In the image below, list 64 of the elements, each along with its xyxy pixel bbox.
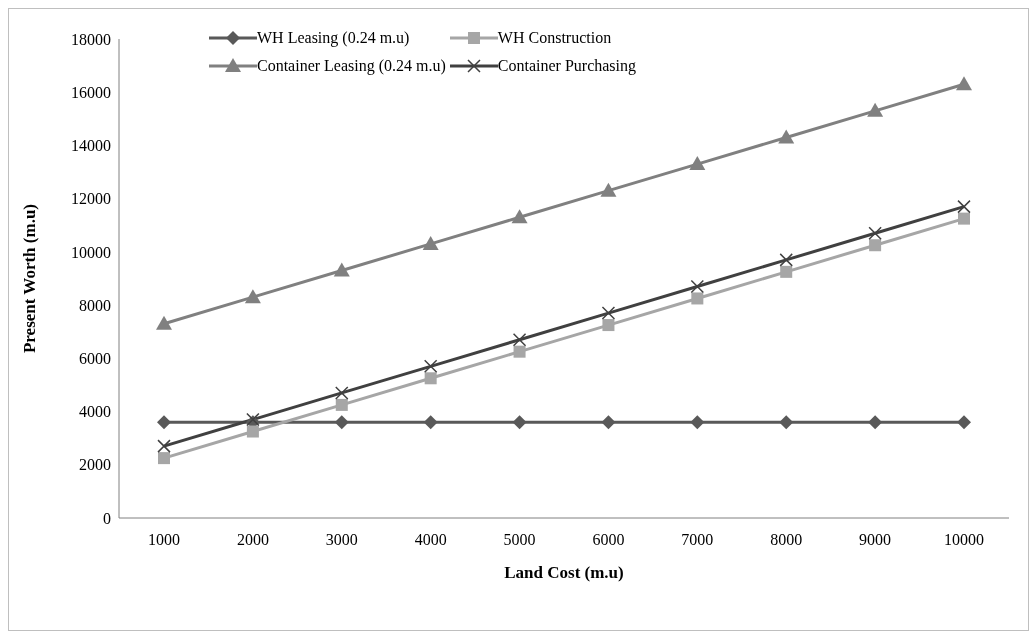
legend-label: Container Leasing (0.24 m.u) — [257, 57, 446, 75]
point — [780, 265, 793, 278]
point — [423, 359, 438, 374]
y-tick-label: 2000 — [79, 456, 111, 474]
y-tick-label: 10000 — [71, 243, 111, 261]
point — [867, 102, 884, 117]
point — [689, 156, 706, 171]
x-tick-label: 4000 — [414, 531, 447, 549]
x-tick-label: 5000 — [503, 531, 536, 549]
point — [157, 415, 171, 430]
x-tick-label: 9000 — [859, 531, 892, 549]
point — [778, 129, 795, 144]
point — [957, 415, 971, 430]
legend-label: WH Leasing (0.24 m.u) — [257, 29, 410, 47]
x-tick-label: 1000 — [148, 531, 180, 549]
x-tick-label: 10000 — [944, 531, 984, 549]
point — [423, 415, 438, 430]
y-tick-label: 8000 — [79, 296, 111, 314]
point — [335, 398, 348, 411]
y-tick-label: 18000 — [71, 30, 111, 48]
point — [957, 199, 971, 214]
point — [333, 262, 350, 277]
y-tick-label: 0 — [103, 509, 111, 527]
point — [691, 292, 704, 305]
point — [512, 332, 527, 347]
point — [779, 253, 793, 267]
x-tick-label: 8000 — [770, 531, 803, 549]
point — [956, 76, 972, 91]
point — [600, 182, 617, 197]
x-tick-label: 3000 — [325, 531, 358, 549]
y-tick-label: 6000 — [79, 350, 111, 368]
point — [602, 319, 615, 332]
legend-label: WH Construction — [497, 29, 612, 47]
point — [334, 415, 349, 430]
point — [868, 226, 882, 241]
point — [422, 235, 439, 250]
y-tick-label: 4000 — [79, 403, 111, 421]
point — [958, 212, 970, 225]
point — [601, 306, 616, 320]
point — [513, 345, 526, 358]
x-tick-label: 7000 — [681, 531, 714, 549]
y-tick-label: 16000 — [71, 83, 111, 101]
legend-label: Container Purchasing — [497, 57, 637, 75]
y-tick-label: 14000 — [71, 137, 111, 155]
point — [601, 415, 616, 430]
point — [158, 452, 170, 465]
point — [690, 279, 705, 294]
point — [690, 415, 705, 430]
point — [157, 439, 171, 453]
point — [156, 315, 172, 330]
point — [335, 386, 349, 400]
point — [511, 209, 528, 224]
x-tick-label: 2000 — [236, 531, 269, 549]
point — [424, 372, 437, 385]
x-axis-title: Land Cost (m.u) — [504, 563, 624, 582]
y-axis-title: Present Worth (m.u) — [20, 203, 40, 354]
x-tick-label: 6000 — [592, 531, 625, 549]
point — [869, 239, 882, 252]
y-tick-label: 12000 — [71, 190, 111, 208]
point — [246, 425, 259, 438]
point — [512, 415, 527, 430]
point — [244, 289, 261, 304]
point — [868, 415, 883, 430]
point — [779, 415, 794, 430]
